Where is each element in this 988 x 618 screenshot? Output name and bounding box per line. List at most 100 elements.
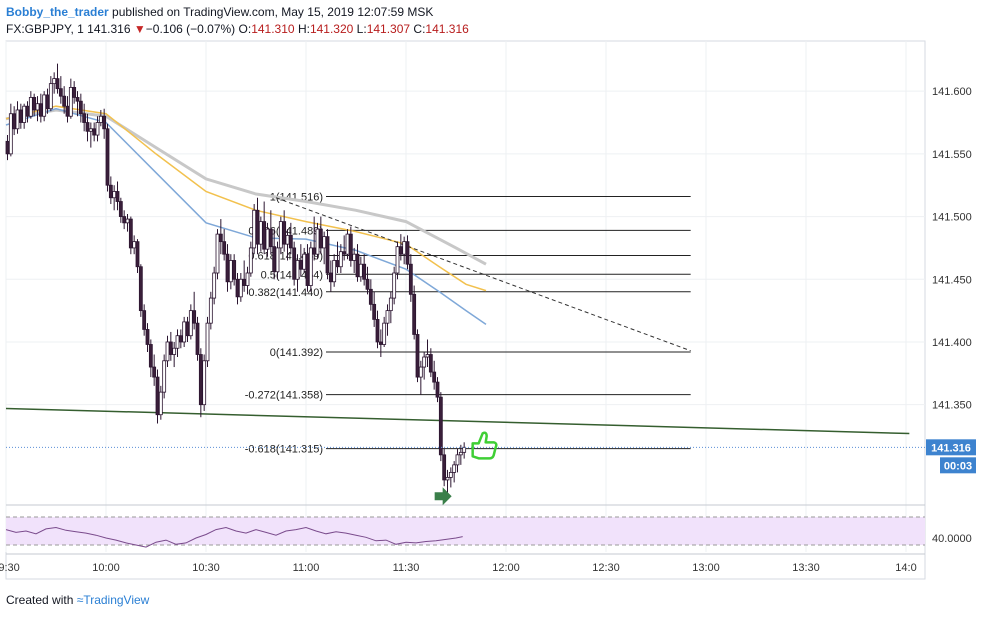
candle-body <box>322 236 327 249</box>
grid-lines <box>5 41 925 555</box>
candle-body <box>415 334 420 378</box>
candle-body <box>25 105 30 117</box>
candle-body <box>388 297 393 312</box>
tradingview-logo-icon: ≈ <box>76 593 84 607</box>
candle-body <box>275 247 280 273</box>
candle-body <box>292 247 297 280</box>
candle-body <box>232 260 237 280</box>
candle-body <box>62 95 67 107</box>
candle-body <box>188 310 193 337</box>
candle-body <box>228 260 233 283</box>
candle-body <box>252 209 257 249</box>
candle-body <box>432 371 437 383</box>
candle-body <box>215 233 220 274</box>
candle-body <box>412 293 417 335</box>
candle-body <box>265 228 270 250</box>
support-trendline <box>5 407 910 435</box>
candle-body <box>458 451 463 456</box>
candle-body <box>32 97 37 111</box>
candle-body <box>132 241 137 249</box>
price-badge <box>926 439 976 456</box>
candle-body <box>15 109 20 130</box>
candle-body <box>298 260 303 270</box>
candle-body <box>305 253 310 286</box>
price-tick-label: 141.500 <box>932 212 972 224</box>
dashed-trendline <box>275 197 691 352</box>
publish-header: Bobby_the_trader published on TradingVie… <box>6 5 433 19</box>
candle-body <box>312 247 317 255</box>
candle-body <box>65 105 70 117</box>
created-with-text: Created with <box>6 593 74 607</box>
candle-body <box>348 233 353 261</box>
candle-body <box>255 209 260 245</box>
candle-body <box>378 341 383 345</box>
ma-gray-line <box>5 108 487 266</box>
drawn-lines[interactable] <box>5 197 910 435</box>
candle-body <box>135 241 140 268</box>
fib-retracement[interactable]: 1(141.516)0.786(141.489)0.618(141.469)0.… <box>245 192 691 456</box>
time-tick-label: 12:30 <box>592 562 620 574</box>
candle-body <box>425 354 430 358</box>
candle-body <box>405 241 410 265</box>
high-label: H: <box>297 22 310 36</box>
candle-body <box>55 78 60 90</box>
author-name[interactable]: Bobby_the_trader <box>6 5 109 19</box>
time-tick-label: 11:00 <box>293 562 320 574</box>
price-tick-label: 141.600 <box>932 86 972 98</box>
price-tick-label: 141.350 <box>932 400 972 412</box>
candle-body <box>45 94 50 110</box>
candle-body <box>82 113 87 123</box>
last-price: 141.316 <box>87 22 131 36</box>
candle-body <box>355 253 360 278</box>
candle-body <box>178 335 183 343</box>
candle-body <box>258 221 263 245</box>
fib-level-label: -0.272(141.358) <box>245 390 323 402</box>
candle-body <box>368 288 373 305</box>
candle-body <box>338 251 343 268</box>
candle-body <box>455 454 460 466</box>
time-tick-label: 13:30 <box>792 562 820 574</box>
tradingview-brand[interactable]: TradingView <box>83 593 150 607</box>
candle-body <box>218 233 223 243</box>
candle-body <box>272 246 277 273</box>
candle-body <box>115 191 120 202</box>
candle-body <box>372 303 377 320</box>
candle-body <box>398 246 403 255</box>
candle-body <box>88 128 93 132</box>
candle-body <box>365 278 370 290</box>
candle-body <box>148 344 153 368</box>
candle-body <box>315 228 320 255</box>
candle-body <box>118 201 123 217</box>
candle-body <box>235 278 240 298</box>
candle-body <box>342 251 347 255</box>
candle-body <box>142 310 147 330</box>
candle-body <box>5 140 10 155</box>
candle-body <box>362 263 367 280</box>
time-tick-label: 11:30 <box>393 562 420 574</box>
candle-body <box>435 381 440 398</box>
fib-level-label: 0(141.392) <box>270 347 323 359</box>
time-tick-label: 10:30 <box>192 562 220 574</box>
candle-body <box>105 128 110 186</box>
rsi-line <box>5 526 463 548</box>
price-axis[interactable]: 141.600 141.550 141.500 141.450 141.400 141.3… <box>926 86 976 545</box>
candle-body <box>278 221 283 249</box>
candle-body <box>68 87 73 117</box>
candle-body <box>35 103 40 111</box>
candle-body <box>42 94 47 117</box>
candle-body <box>225 253 230 283</box>
candle-body <box>418 366 423 378</box>
candle-body <box>122 216 127 224</box>
candle-body <box>78 100 83 115</box>
candle-body <box>352 253 357 261</box>
candle-body <box>282 221 287 245</box>
candle-body <box>375 318 380 343</box>
thumbs-up-icon <box>471 431 498 460</box>
change-value: −0.106 (−0.07%) <box>145 22 236 36</box>
candle-body <box>98 115 103 123</box>
candle-body <box>152 366 157 378</box>
time-axis[interactable]: 09:30 10:00 10:30 11:00 11:30 12:00 12:30 13:00… <box>0 562 917 574</box>
candle-body <box>165 341 170 362</box>
candle-body <box>138 266 143 312</box>
